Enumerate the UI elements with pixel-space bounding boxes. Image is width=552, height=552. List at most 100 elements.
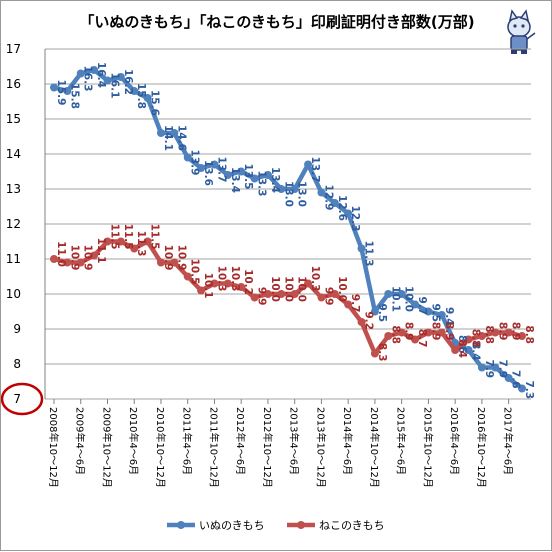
y-tick-label: 9 (13, 322, 21, 336)
data-label: 10.5 (189, 259, 201, 285)
x-tick-label: 2009年10〜12月 (100, 407, 113, 488)
data-label: 8.8 (523, 325, 535, 344)
legend: いぬのきもち ねこのきもち (167, 519, 385, 532)
data-label: 8.9 (429, 322, 441, 341)
series-group (50, 66, 526, 393)
series-point-1 (237, 283, 246, 291)
data-label: 13.4 (229, 167, 241, 193)
series-point-1 (223, 279, 232, 288)
data-label: 10.0 (336, 276, 348, 302)
data-label: 10.9 (68, 245, 80, 271)
series-point-0 (156, 129, 165, 137)
legend-label-1: ねこのきもち (319, 519, 385, 532)
y-tick-label: 15 (6, 112, 21, 126)
series-point-1 (90, 251, 99, 260)
data-label: 14.6 (175, 125, 187, 151)
series-point-0 (437, 311, 446, 319)
data-label: 11.0 (55, 241, 67, 267)
series-point-1 (170, 258, 179, 267)
y-tick-label: 16 (6, 77, 21, 91)
series-point-0 (424, 307, 433, 316)
series-point-0 (263, 171, 272, 179)
series-point-1 (491, 328, 500, 337)
y-tick-label: 8 (13, 357, 21, 371)
series-point-1 (477, 332, 486, 340)
data-label: 15.6 (149, 90, 161, 116)
data-label: 8.4 (470, 342, 482, 361)
data-label: 10.1 (202, 273, 214, 299)
data-label: 8.9 (443, 322, 455, 341)
series-point-1 (330, 290, 339, 298)
data-label: 11.3 (135, 231, 147, 257)
series-point-0 (491, 363, 500, 372)
series-point-0 (304, 160, 313, 169)
data-label: 10.0 (403, 286, 415, 312)
data-label: 10.3 (309, 266, 321, 292)
series-point-0 (477, 363, 486, 372)
data-label: 8.9 (403, 322, 415, 341)
chart-title: 「いぬのきもち」「ねこのきもち」印刷証明付き部数(万部) (79, 13, 474, 31)
data-label: 9.7 (349, 294, 361, 313)
series-point-1 (210, 279, 219, 288)
x-tick-label: 2013年4〜6月 (288, 407, 301, 475)
data-label: 8.8 (389, 325, 401, 344)
series-point-1 (451, 346, 460, 354)
series-point-1 (370, 349, 379, 358)
data-label: 9.5 (376, 304, 388, 323)
data-label: 8.9 (510, 322, 522, 341)
data-label: 13.9 (189, 150, 201, 176)
series-point-0 (210, 160, 219, 169)
data-label: 8.3 (376, 343, 388, 362)
series-point-0 (50, 83, 58, 92)
series-point-0 (344, 209, 353, 218)
data-label: 7.9 (496, 360, 508, 379)
legend-label-0: いぬのきもち (199, 519, 265, 532)
x-tick-label: 2008年10〜12月 (47, 407, 60, 488)
series-point-1 (277, 290, 286, 298)
series-point-0 (170, 129, 179, 137)
series-point-0 (384, 290, 393, 298)
data-label: 7.9 (483, 360, 495, 379)
series-point-1 (103, 237, 112, 246)
data-label: 13.3 (256, 171, 268, 197)
x-tick-label: 2012年10〜12月 (261, 407, 274, 488)
x-tick-label: 2014年10〜12月 (368, 407, 381, 488)
data-label: 10.9 (162, 245, 174, 271)
data-label: 10.1 (389, 286, 401, 312)
series-point-0 (357, 244, 366, 253)
data-label: 9.7 (416, 297, 428, 316)
series-point-1 (317, 293, 326, 302)
series-point-0 (223, 171, 232, 179)
series-point-0 (504, 374, 513, 382)
data-label: 15.8 (135, 83, 147, 109)
y-tick-label: 12 (6, 217, 21, 231)
data-label: 10.3 (215, 266, 227, 292)
data-label: 11.5 (108, 224, 120, 250)
data-label: 11.5 (122, 224, 134, 250)
x-tick-label: 2017年4〜6月 (502, 407, 515, 475)
series-point-0 (397, 290, 406, 298)
data-label: 9.9 (256, 287, 268, 306)
series-point-1 (263, 290, 272, 298)
data-label: 12.9 (322, 185, 334, 211)
data-label: 16.1 (108, 73, 120, 99)
data-label: 16.2 (122, 69, 134, 95)
data-label: 10.0 (269, 276, 281, 302)
data-label: 16.4 (95, 62, 107, 88)
series-point-1 (357, 318, 366, 326)
series-point-1 (197, 286, 206, 295)
series-point-1 (130, 244, 139, 253)
series-point-0 (76, 69, 85, 78)
series-point-0 (464, 346, 473, 354)
series-point-1 (411, 335, 420, 344)
x-tick-label: 2012年4〜6月 (234, 407, 247, 475)
legend-marker-1 (297, 521, 305, 529)
x-tick-label: 2016年10〜12月 (475, 407, 488, 488)
series-point-0 (183, 153, 192, 162)
data-labels: 15.9 15.816.3 16.4 16.1 16.215.8 15.614.1 14.6… (55, 62, 535, 399)
highlight-circle-7 (1, 382, 44, 416)
data-label: 9.4 (443, 307, 455, 326)
y-tick-label: 17 (6, 42, 21, 56)
series-point-1 (304, 279, 313, 288)
